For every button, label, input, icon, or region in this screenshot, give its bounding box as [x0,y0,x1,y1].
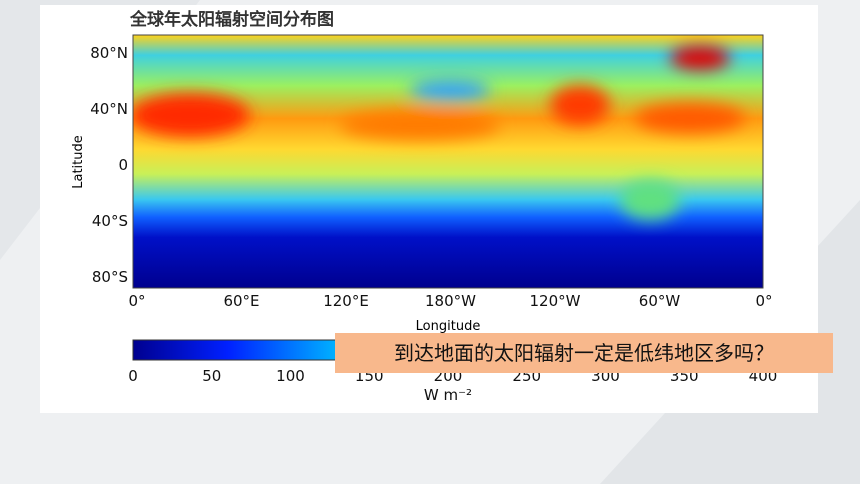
y-tick-label: 80°N [90,44,128,62]
colorbar-tick-label: 100 [276,367,305,385]
y-tick-label: 0 [118,156,128,174]
x-axis-label: Longitude [416,319,481,334]
colorbar-tick-label: 0 [128,367,138,385]
map [133,35,763,288]
y-tick-label: 40°N [90,100,128,118]
colorbar-unit: W m⁻² [424,386,472,404]
x-tick-label: 120°E [323,292,369,310]
map-frame [132,34,764,289]
callout-text: 到达地面的太阳辐射一定是低纬地区多吗？ [394,341,774,365]
x-tick-label: 120°W [530,292,581,310]
y-tick-label: 40°S [92,212,128,230]
y-axis-label: Latitude [71,135,86,189]
x-tick-label: 0° [755,292,772,310]
x-tick-label: 60°W [639,292,681,310]
colorbar-tick-label: 50 [202,367,221,385]
y-tick-label: 80°S [92,268,128,286]
callout-box [335,333,833,373]
x-tick-label: 0° [128,292,145,310]
x-tick-label: 180°W [425,292,476,310]
figure-title: 全球年太阳辐射空间分布图 [129,9,334,30]
x-tick-label: 60°E [223,292,259,310]
